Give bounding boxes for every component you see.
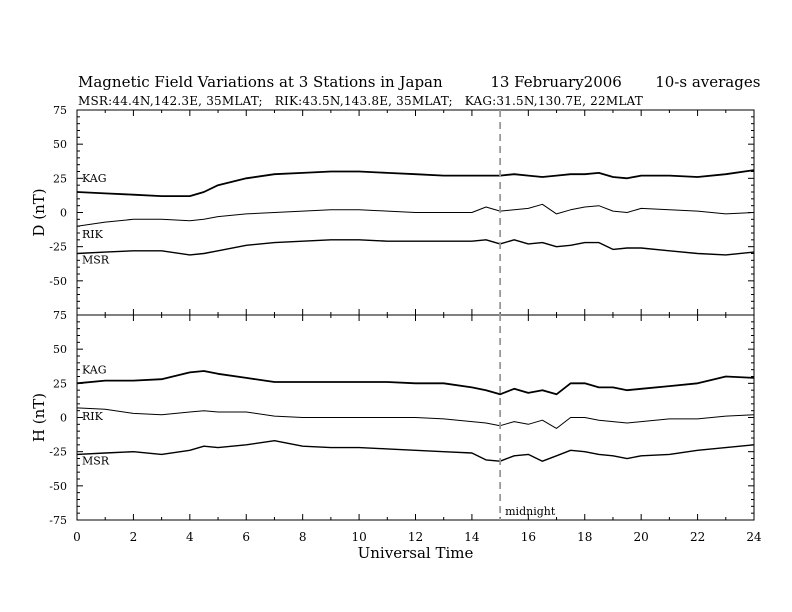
- series-label-msr: MSR: [82, 454, 110, 467]
- x-tick-label: 6: [242, 530, 250, 544]
- x-tick-label: 14: [464, 530, 480, 544]
- d-component-panel: 75 50 25 0 -25 -50 D (nT) KAG RIK MSR: [30, 104, 755, 316]
- chart-title: Magnetic Field Variations at 3 Stations …: [78, 73, 761, 91]
- y-tick-label: 50: [53, 343, 67, 356]
- midnight-label: midnight: [505, 505, 556, 518]
- x-tick-label: 0: [73, 530, 81, 544]
- series-label-kag: KAG: [82, 363, 107, 376]
- series-kag-d-line: [76, 169, 755, 197]
- series-rik-d-line: [76, 203, 755, 227]
- y-tick-label: 75: [53, 309, 67, 322]
- x-tick-label: 24: [746, 530, 762, 544]
- h-component-panel: 75 50 25 0 -25 -50 -75 H (nT) KAG RIK MSR: [30, 309, 755, 527]
- x-axis: 0 2 4 6 8 10 12 14 16 18 20 22 24: [73, 530, 762, 544]
- x-tick-label: 20: [634, 530, 649, 544]
- series-msr-h-line: [76, 440, 755, 462]
- x-tick-label: 16: [521, 530, 536, 544]
- series-label-kag: KAG: [82, 172, 107, 185]
- series-label-rik: RIK: [82, 410, 104, 423]
- series-msr-d-line: [76, 239, 755, 256]
- station-coordinates: MSR:44.4N,142.3E, 35MLAT; RIK:43.5N,143.…: [78, 94, 643, 108]
- series-label-rik: RIK: [82, 228, 104, 241]
- x-tick-label: 10: [351, 530, 366, 544]
- x-tick-label: 4: [186, 530, 194, 544]
- series-rik-h-line: [76, 407, 755, 429]
- y-tick-label: 25: [53, 377, 67, 390]
- series-label-msr: MSR: [82, 254, 110, 267]
- y-axis-label: D (nT): [30, 188, 48, 236]
- x-tick-label: 2: [130, 530, 138, 544]
- y-tick-label: -25: [49, 446, 67, 459]
- y-tick-label: 25: [53, 172, 67, 185]
- y-tick-label: -25: [49, 241, 67, 254]
- y-tick-label: 50: [53, 138, 67, 151]
- y-tick-label: -75: [49, 514, 67, 527]
- x-tick-label: 18: [577, 530, 592, 544]
- x-tick-label: 8: [299, 530, 307, 544]
- x-tick-label: 12: [408, 530, 423, 544]
- y-tick-label: -50: [49, 480, 67, 493]
- x-axis-label: Universal Time: [358, 544, 474, 562]
- y-tick-label: 0: [60, 412, 67, 425]
- y-tick-label: -50: [49, 275, 67, 288]
- y-tick-label: 0: [60, 207, 67, 220]
- y-axis-label: H (nT): [30, 393, 48, 442]
- series-kag-h-line: [76, 370, 755, 396]
- x-tick-label: 22: [690, 530, 705, 544]
- y-tick-label: 75: [53, 104, 67, 117]
